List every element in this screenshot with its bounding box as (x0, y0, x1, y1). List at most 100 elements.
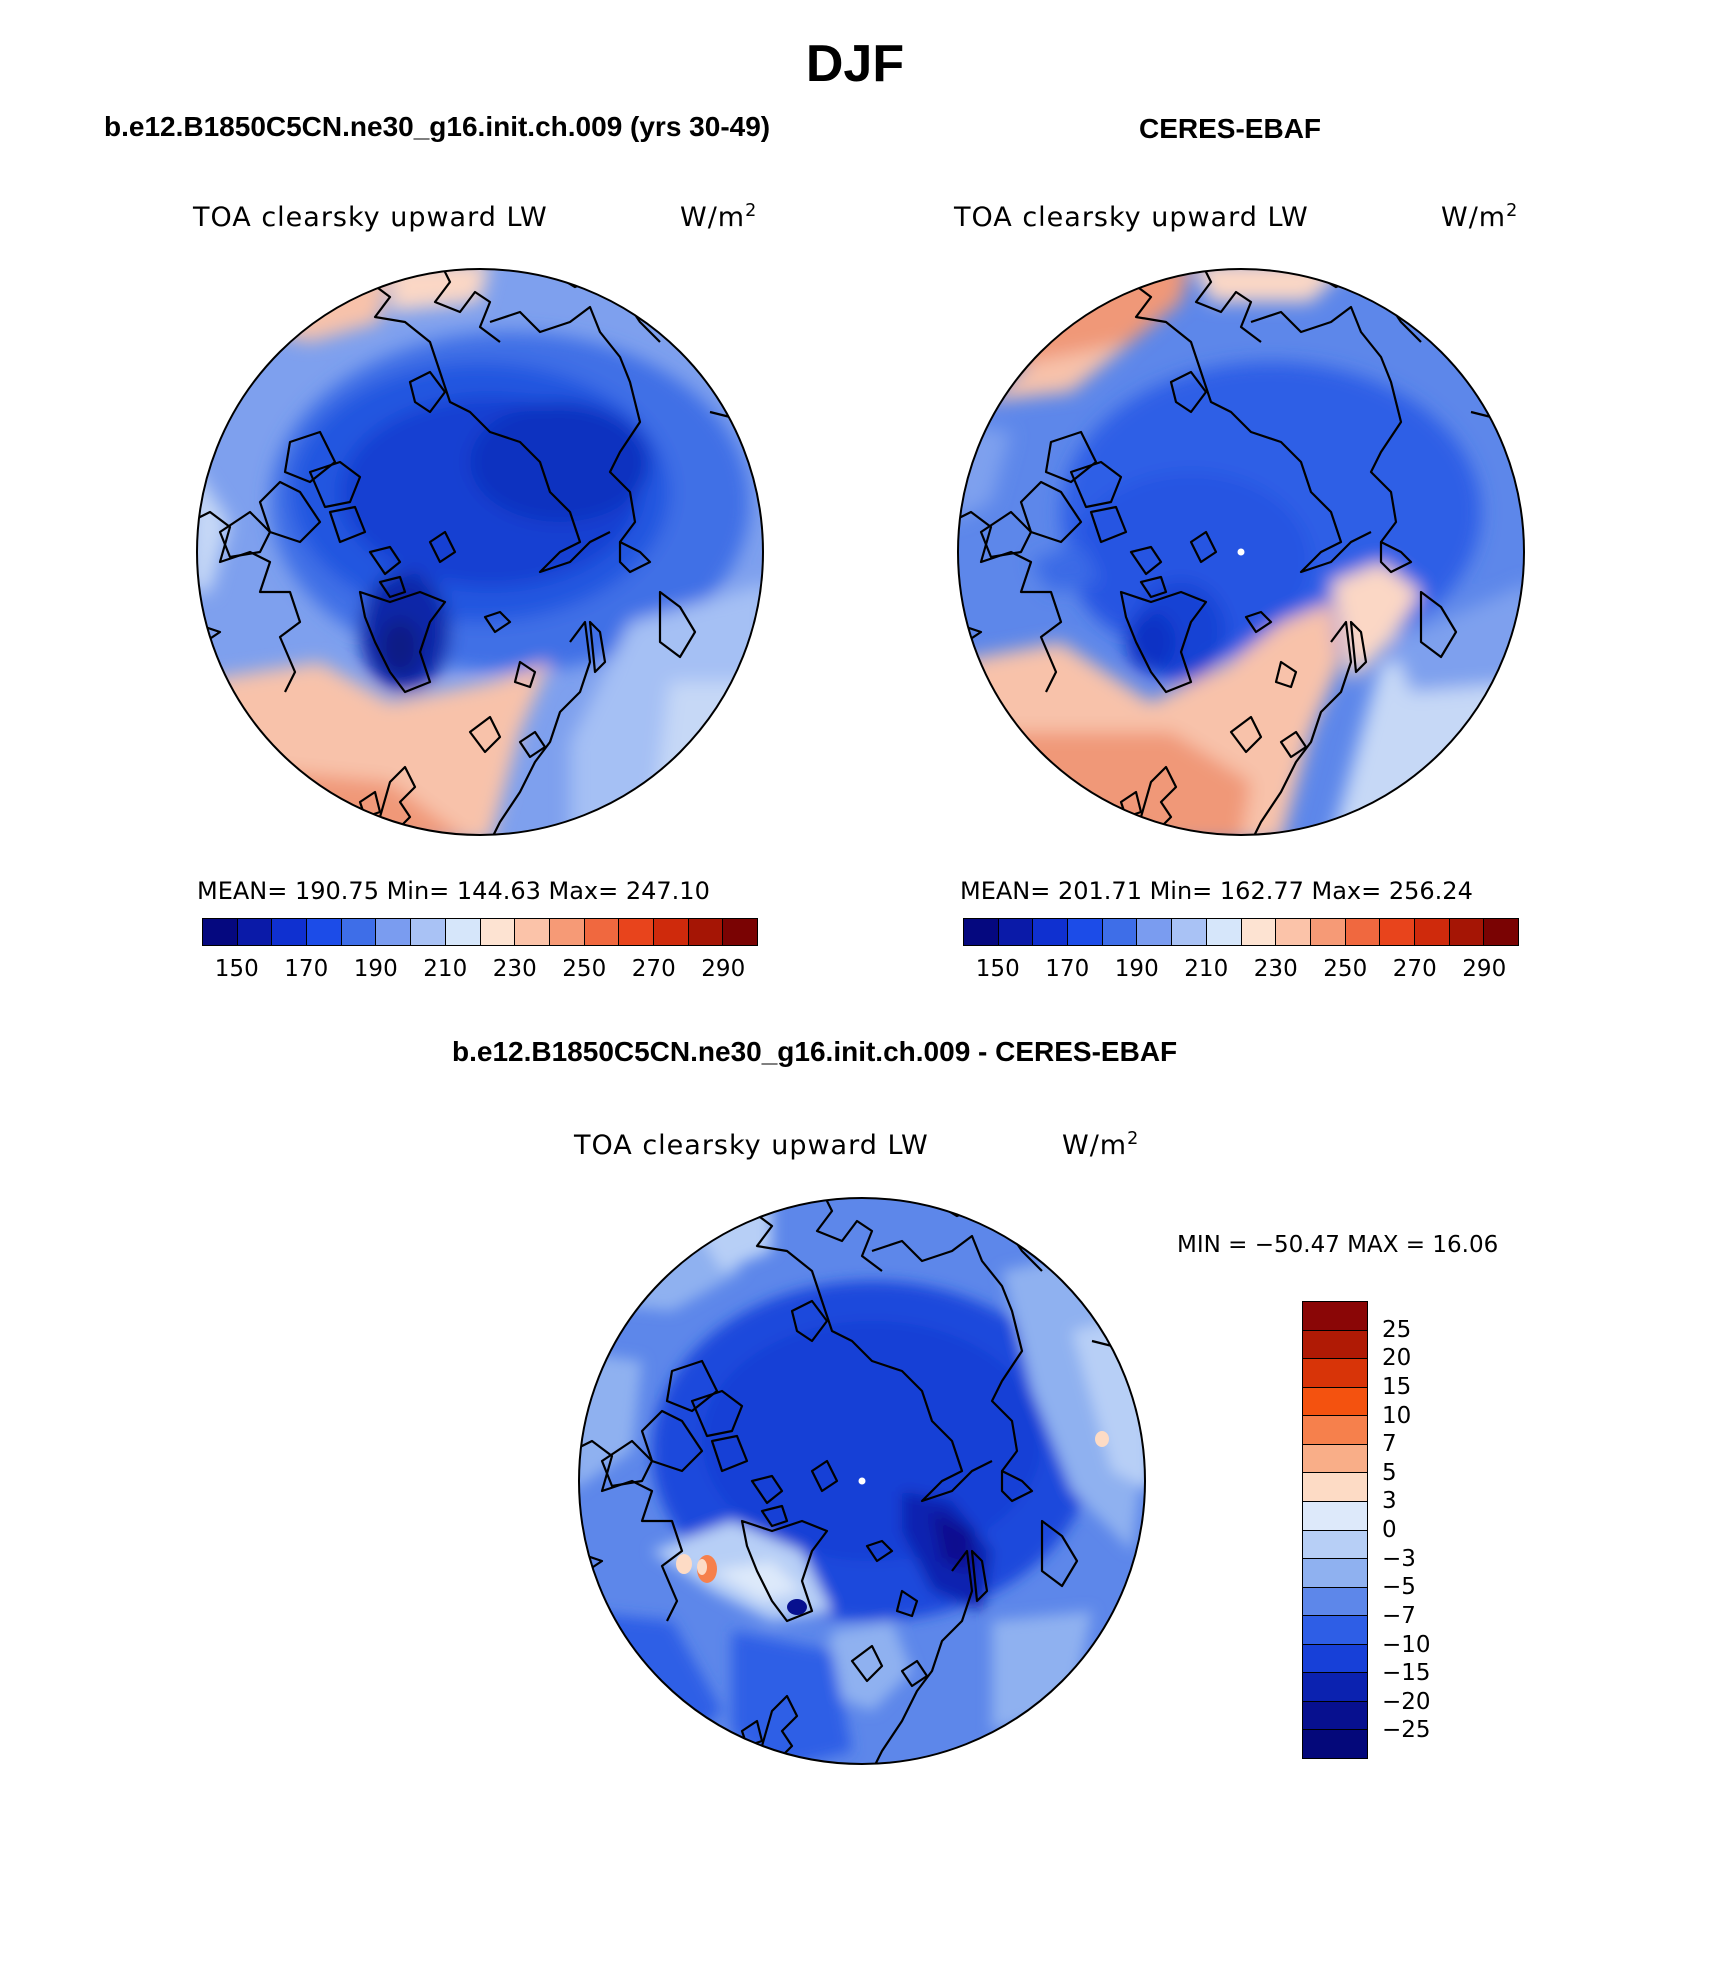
colorbar-tick-label: 270 (631, 956, 676, 982)
colorbar-tick-label: −25 (1382, 1717, 1431, 1744)
colorbar-swatch (1303, 1644, 1367, 1674)
colorbar-tick-label: 150 (975, 956, 1020, 982)
colorbar-tick-label: 230 (1253, 956, 1298, 982)
diff-polar-map (578, 1197, 1146, 1765)
colorbar-tick-label: 170 (284, 956, 329, 982)
colorbar-swatch (1345, 919, 1381, 945)
colorbar-tick-label: 10 (1382, 1402, 1412, 1429)
colorbar-swatch (307, 919, 342, 945)
colorbar-swatch (584, 919, 620, 945)
colorbar-swatch (1033, 919, 1069, 945)
diff-variable-label: TOA clearsky upward LW (574, 1130, 929, 1161)
colorbar-swatch (619, 919, 654, 945)
colorbar-swatch (688, 919, 724, 945)
colorbar-swatch (964, 919, 999, 945)
colorbar-tick-label: 0 (1382, 1517, 1397, 1543)
colorbar-swatch (1206, 919, 1242, 945)
colorbar-tick-label: 250 (562, 956, 607, 982)
colorbar-swatch (1310, 919, 1346, 945)
model-variable-label: TOA clearsky upward LW (193, 202, 548, 233)
colorbar-swatch (1303, 1530, 1367, 1560)
colorbar-swatch (723, 919, 757, 945)
colorbar-swatch (1380, 919, 1415, 945)
colorbar-tick-label: 20 (1382, 1345, 1412, 1372)
colorbar-tick-label: 15 (1382, 1373, 1412, 1400)
colorbar-swatch (237, 919, 273, 945)
colorbar-tick-label: 150 (214, 956, 259, 982)
obs-case-title: CERES-EBAF (1139, 113, 1322, 144)
colorbar-swatch (1102, 919, 1138, 945)
colorbar-tick-label: −10 (1382, 1631, 1431, 1658)
colorbar-tick-label: 170 (1045, 956, 1090, 982)
colorbar-swatch (1303, 1387, 1367, 1417)
colorbar-tick-label: 190 (1114, 956, 1159, 982)
colorbar-swatch (1303, 1473, 1367, 1502)
colorbar-swatch (515, 919, 550, 945)
diff-minmax: MIN = −50.47 MAX = 16.06 (1177, 1232, 1499, 1258)
colorbar-tick-label: 190 (353, 956, 398, 982)
colorbar-tick-label: 250 (1323, 956, 1368, 982)
colorbar-swatch (1303, 1501, 1367, 1531)
colorbar-swatch (998, 919, 1034, 945)
colorbar-tick-label: −3 (1382, 1545, 1416, 1572)
colorbar-tick-label: 7 (1382, 1431, 1397, 1458)
colorbar-tick-label: 290 (701, 956, 746, 982)
colorbar-swatch (1484, 919, 1518, 945)
colorbar-tick-label: 210 (1184, 956, 1229, 982)
obs-colorbar-ticks: 150 170 190 210 230 250 270 290 (0, 956, 1710, 986)
model-colorbar (202, 918, 758, 946)
diff-units-label: W/m2 (1062, 1129, 1140, 1161)
colorbar-swatch (376, 919, 412, 945)
model-units-label: W/m2 (680, 201, 758, 233)
model-stats: MEAN= 190.75 Min= 144.63 Max= 247.10 (197, 877, 710, 905)
colorbar-swatch (1303, 1587, 1367, 1617)
colorbar-swatch (653, 919, 689, 945)
figure-title: DJF (805, 35, 905, 93)
colorbar-swatch (341, 919, 377, 945)
colorbar-swatch (203, 919, 238, 945)
obs-polar-map (957, 268, 1525, 836)
colorbar-swatch (1276, 919, 1311, 945)
colorbar-swatch (411, 919, 446, 945)
model-case-title: b.e12.B1850C5CN.ne30_g16.init.ch.009 (yr… (104, 111, 771, 142)
colorbar-swatch (1303, 1673, 1367, 1702)
obs-variable-label: TOA clearsky upward LW (954, 202, 1309, 233)
colorbar-tick-label: 230 (492, 956, 537, 982)
obs-stats: MEAN= 201.71 Min= 162.77 Max= 256.24 (960, 877, 1473, 905)
diff-colorbar-labels: 25 20 15 10 7 5 3 0 −3 −5 −7 −10 −15 −20 −25 (1382, 1301, 1502, 1759)
colorbar-swatch (1303, 1616, 1367, 1645)
colorbar-tick-label: −7 (1382, 1602, 1416, 1629)
colorbar-tick-label: 5 (1382, 1459, 1397, 1486)
obs-colorbar (963, 918, 1519, 946)
colorbar-tick-label: 25 (1382, 1316, 1412, 1343)
colorbar-tick-label: 290 (1462, 956, 1507, 982)
colorbar-tick-label: 270 (1392, 956, 1437, 982)
colorbar-swatch (1068, 919, 1103, 945)
diff-colorbar (1302, 1301, 1368, 1759)
colorbar-tick-label: −15 (1382, 1660, 1431, 1687)
colorbar-swatch (1303, 1416, 1367, 1445)
colorbar-swatch (272, 919, 308, 945)
colorbar-swatch (1449, 919, 1485, 945)
colorbar-swatch (1303, 1359, 1367, 1388)
model-polar-map (196, 268, 764, 836)
colorbar-swatch (1303, 1559, 1367, 1588)
colorbar-tick-label: −5 (1382, 1574, 1416, 1601)
colorbar-swatch (1137, 919, 1173, 945)
colorbar-tick-label: −20 (1382, 1688, 1431, 1715)
colorbar-swatch (1303, 1330, 1367, 1360)
model-colorbar-ticks: 150 170 190 210 230 250 270 290 (0, 956, 1710, 986)
colorbar-swatch (1172, 919, 1207, 945)
colorbar-swatch (445, 919, 481, 945)
colorbar-tick-label: 210 (423, 956, 468, 982)
obs-units-label: W/m2 (1441, 201, 1519, 233)
colorbar-swatch (1303, 1701, 1367, 1731)
colorbar-swatch (1303, 1730, 1367, 1758)
colorbar-swatch (549, 919, 585, 945)
colorbar-swatch (1303, 1302, 1367, 1331)
diff-case-title: b.e12.B1850C5CN.ne30_g16.init.ch.009 - C… (452, 1036, 1178, 1067)
colorbar-swatch (480, 919, 516, 945)
colorbar-swatch (1414, 919, 1450, 945)
colorbar-swatch (1241, 919, 1277, 945)
colorbar-swatch (1303, 1444, 1367, 1474)
